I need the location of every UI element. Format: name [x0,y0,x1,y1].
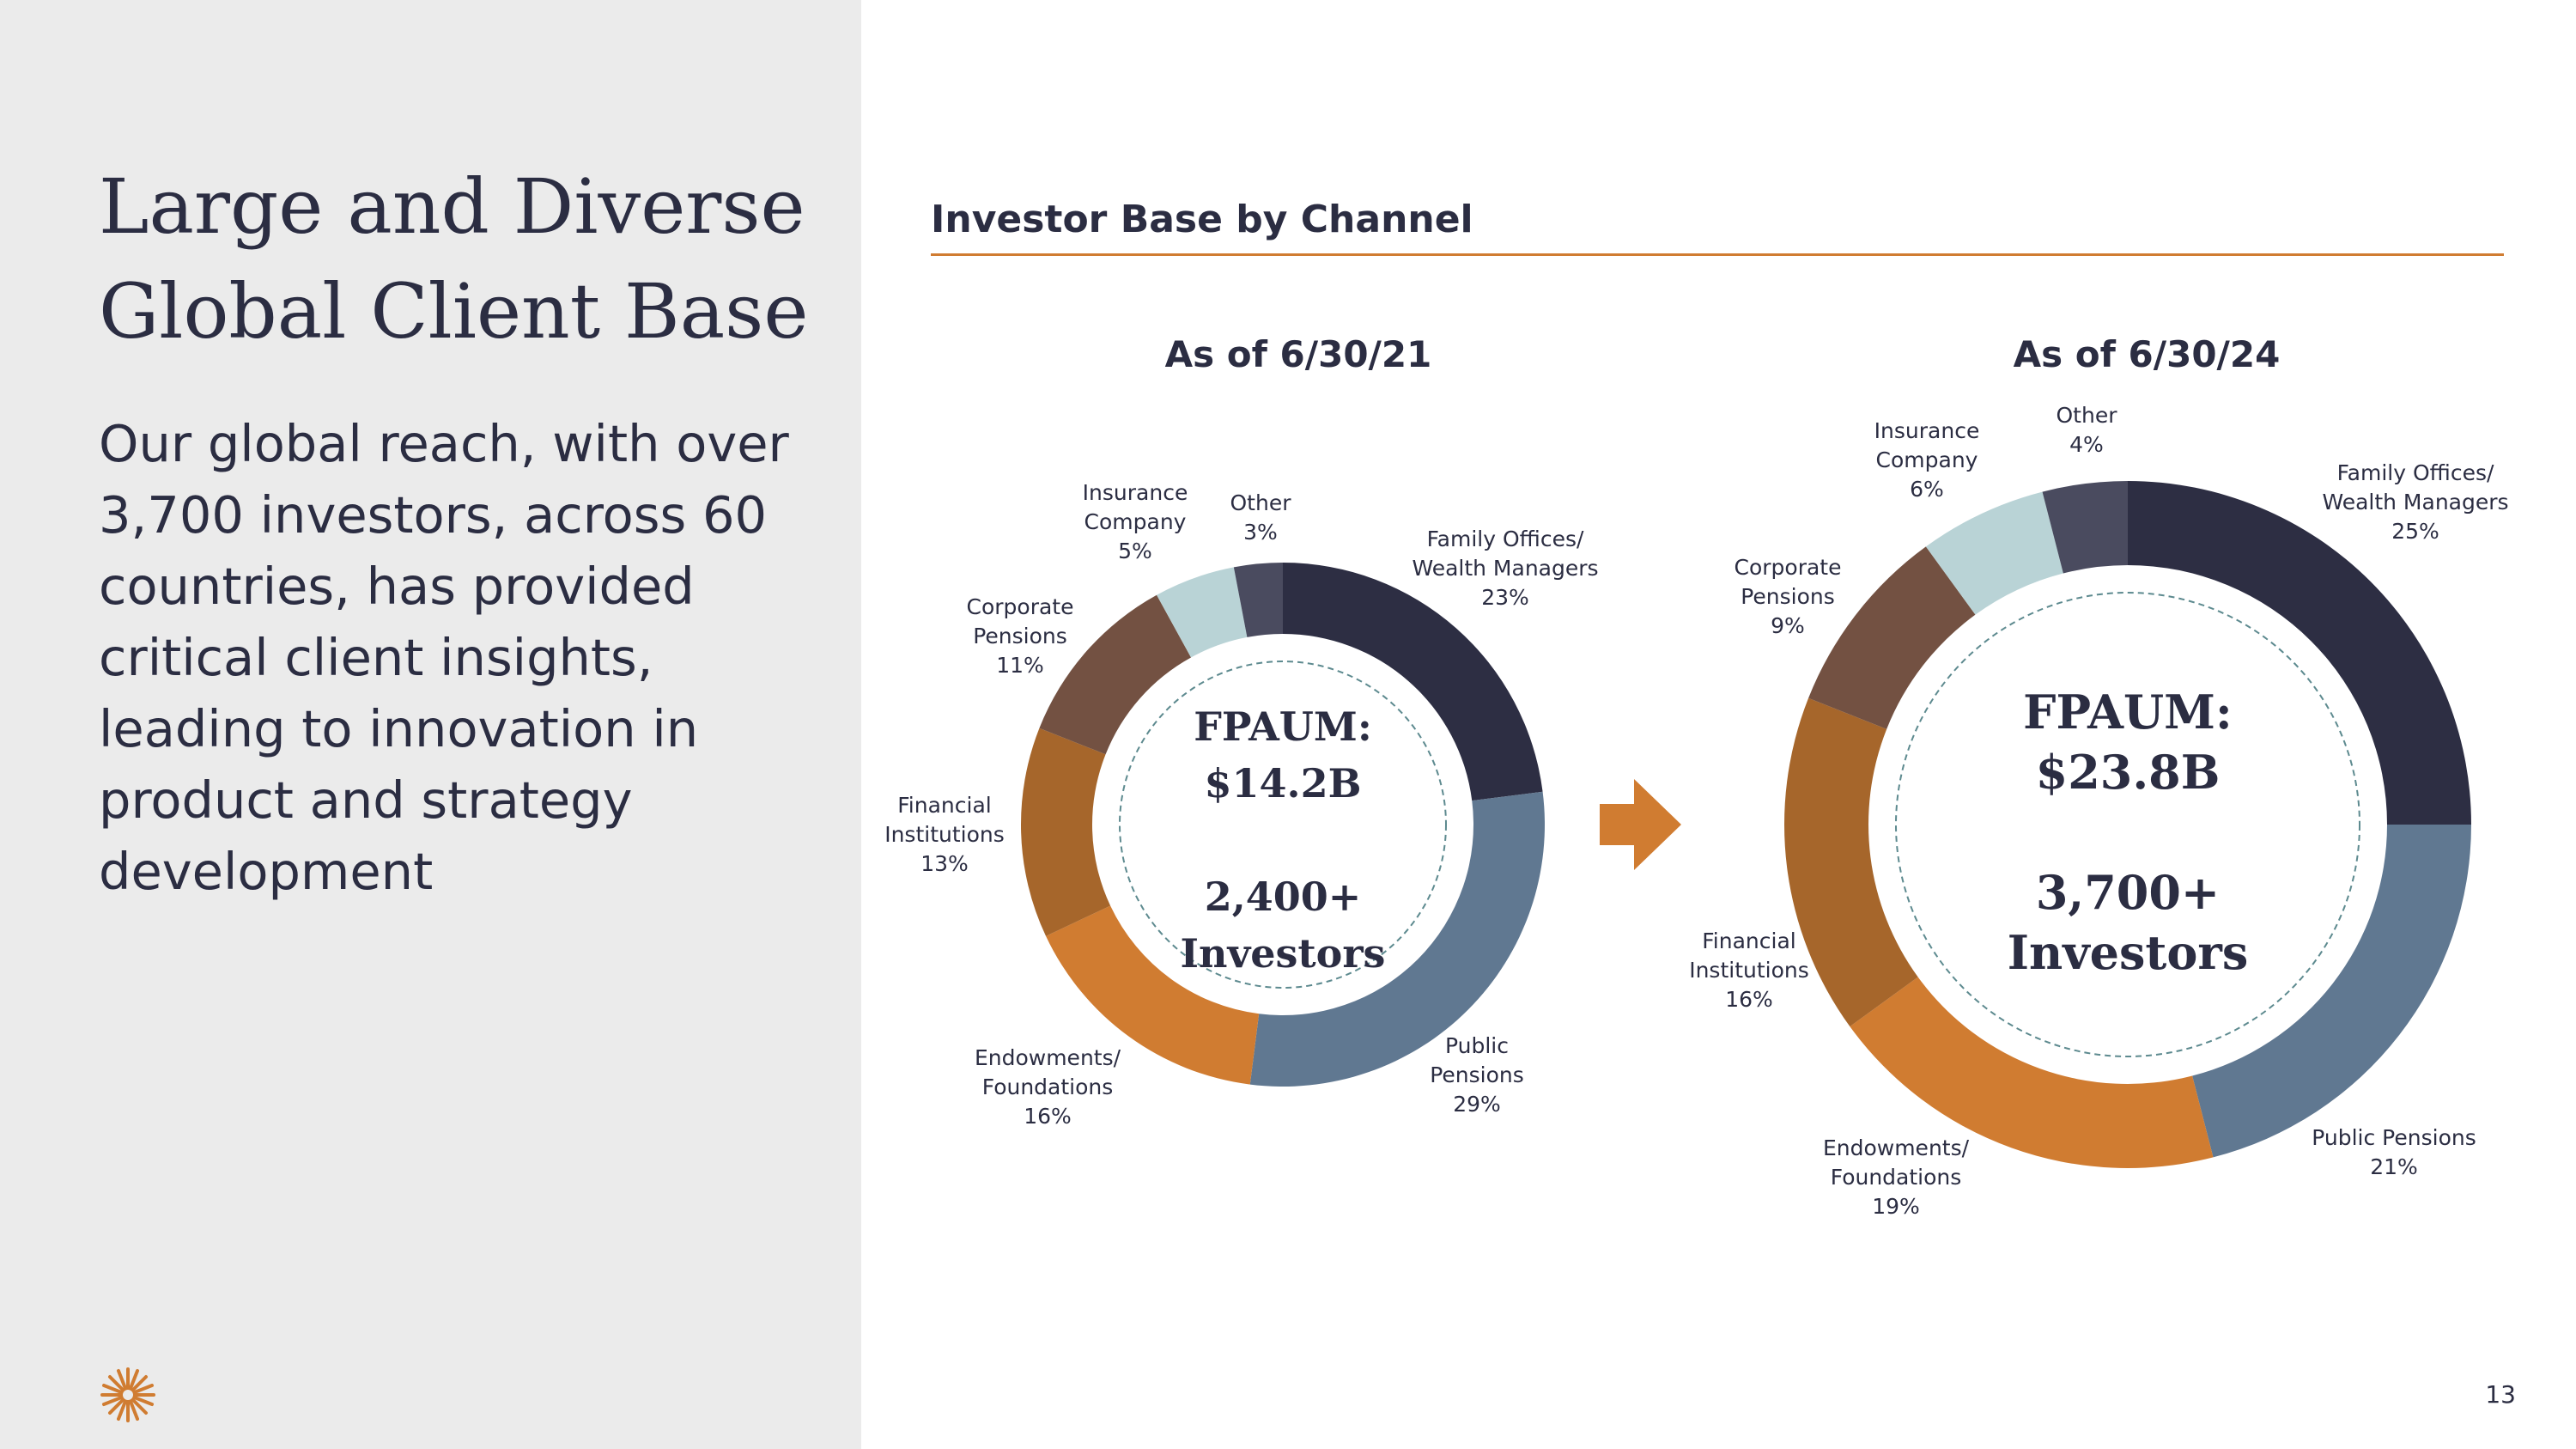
slice-label-other: Other 3% [1230,490,1292,545]
body-line: development [99,842,434,901]
slice-label-endowments: Endowments/Foundations 19% [1823,1135,1970,1219]
chart-title-2021: As of 6/30/21 [1164,333,1432,375]
arrow-right-icon [1600,779,1681,870]
body-line: critical client insights, [99,628,653,687]
donut-slice-insurance [1157,567,1248,658]
donut-slice-endowments [1850,977,2214,1168]
center-dashed-ring [1119,661,1447,989]
page-title: Large and Diverse Global Client Base [99,155,837,364]
body-line: 3,700 investors, across 60 [99,485,768,545]
donut-slice-public-pensions [2192,825,2471,1158]
slice-label-financial-institutions: Financial Institutions 16% [1689,928,1809,1012]
center-summary-text: FPAUM: $14.2B 2,400+ Investors [1181,703,1386,977]
title-line-2: Global Client Base [99,267,809,356]
body-paragraph: Our global reach, with over 3,700 invest… [99,408,837,907]
center-summary-text: FPAUM: $23.8B 3,700+ Investors [2008,685,2248,980]
slice-label-insurance: Insurance Company 5% [1083,480,1188,563]
slice-label-corporate-pensions: Corporate Pensions 11% [967,594,1074,678]
body-line: product and strategy [99,770,633,830]
center-dashed-ring [1895,592,2360,1057]
section-divider [931,253,2504,256]
donut-slice-financial-institutions [1021,728,1111,936]
slice-label-other: Other 4% [2057,403,2118,457]
chart-title-2024: As of 6/30/24 [2013,333,2281,375]
donut-slice-family-offices [2128,481,2471,825]
slice-label-financial-institutions: Financial Institutions 13% [884,793,1005,876]
donut-slice-corporate-pensions [1039,594,1192,755]
slice-label-family-offices: Family Offices/Wealth Managers 25% [2322,460,2508,544]
slice-label-corporate-pensions: Corporate Pensions 9% [1735,555,1842,638]
donut-slice-endowments [1046,905,1260,1085]
slice-label-public-pensions: Public Pensions 29% [1430,1033,1524,1117]
donut-slice-insurance [1925,491,2063,615]
page-number: 13 [2485,1380,2516,1409]
donut-chart-2021: Family Offices/Wealth Managers 23% Public P… [884,480,1598,1129]
donut-slice-other [2042,481,2128,574]
donut-slice-financial-institutions [1784,697,1918,1027]
slice-label-insurance: Insurance Company 6% [1874,418,1980,502]
donut-slice-public-pensions [1249,791,1545,1087]
donut-slice-family-offices [1283,563,1543,801]
left-panel: Large and Diverse Global Client Base Our… [0,0,861,1449]
donut-chart-2024: Family Offices/Wealth Managers 25% Public … [1689,403,2508,1219]
body-line: leading to innovation in [99,699,699,758]
section-title: Investor Base by Channel [931,198,1473,241]
company-logo-icon [100,1367,155,1422]
title-line-1: Large and Diverse [99,162,805,251]
body-line: Our global reach, with over [99,414,789,473]
donut-slice-other [1233,563,1283,637]
donut-slice-corporate-pensions [1808,546,1976,729]
body-line: countries, has provided [99,557,695,616]
slice-label-family-offices: Family Offices/Wealth Managers 23% [1412,527,1598,610]
slice-label-endowments: Endowments/Foundations 16% [975,1045,1121,1129]
slice-label-public-pensions: Public Pensions 21% [2312,1125,2476,1179]
